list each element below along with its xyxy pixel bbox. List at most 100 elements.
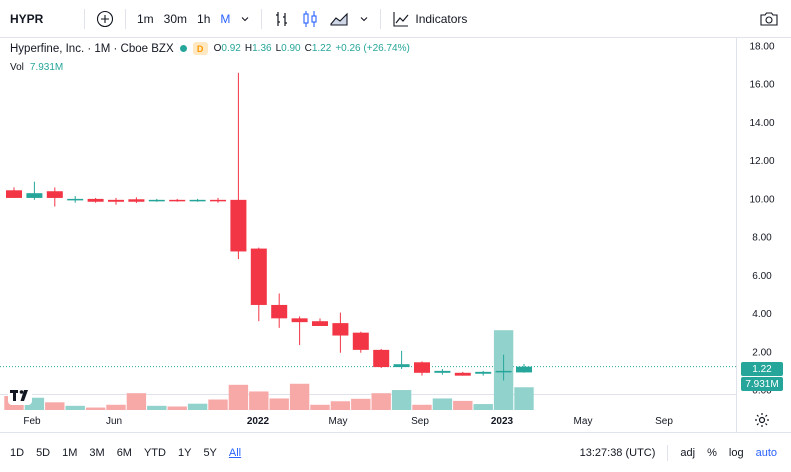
interval-1h[interactable]: 1h: [197, 11, 211, 26]
top-toolbar: HYPR 1m 30m 1h M Indicators: [0, 0, 791, 38]
symbol-title[interactable]: Hyperfine, Inc. · 1M · Cboe BZX: [10, 42, 174, 55]
candles-style-button[interactable]: [296, 6, 324, 32]
price-tick-label: 10.00: [749, 194, 774, 205]
delayed-data-badge[interactable]: D: [192, 42, 208, 55]
divider: [380, 8, 382, 29]
volume-bar: [106, 404, 126, 410]
candle-body: [250, 248, 267, 305]
volume-bar: [126, 393, 147, 410]
divider: [667, 444, 669, 461]
range-6m[interactable]: 6M: [116, 446, 132, 459]
volume-bar: [65, 405, 85, 410]
time-tick-label: Sep: [411, 416, 429, 427]
candlesticks: [6, 72, 532, 381]
bottom-right-controls: 13:27:38 (UTC) adj % log auto: [579, 444, 791, 461]
interval-1m[interactable]: 1m: [137, 11, 154, 26]
percent-scale-toggle[interactable]: %: [707, 446, 717, 459]
last-volume-label: 7.931M: [741, 377, 783, 391]
candle-body: [332, 323, 349, 336]
volume-bar: [85, 407, 106, 410]
snapshot-button[interactable]: [754, 6, 791, 32]
candle-body: [373, 349, 390, 368]
price-tick-label: 14.00: [749, 118, 774, 129]
last-price-label: 1.22: [741, 362, 783, 376]
candle-body: [210, 199, 226, 202]
range-1m[interactable]: 1M: [62, 446, 78, 459]
volume-bars: [4, 330, 534, 410]
bar-style-button[interactable]: [268, 6, 296, 32]
range-1d[interactable]: 1D: [10, 446, 25, 459]
price-tick-label: 6.00: [752, 271, 772, 282]
candle-body: [169, 199, 186, 202]
range-ytd[interactable]: YTD: [143, 446, 166, 459]
indicators-label: Indicators: [415, 11, 468, 26]
candle-body: [26, 193, 43, 198]
candle-body: [516, 366, 532, 373]
time-axis: Feb Jun 2022 May Sep 2023 May Sep: [23, 416, 673, 427]
candle-body: [352, 332, 369, 350]
close-label: C: [304, 43, 312, 54]
candle-body: [87, 198, 104, 202]
divider: [84, 8, 85, 29]
symbol-search[interactable]: HYPR: [10, 11, 44, 26]
candle-body: [189, 199, 206, 202]
candle-body: [230, 199, 247, 252]
interval-30m[interactable]: 30m: [163, 11, 188, 26]
volume-bar: [147, 405, 167, 410]
time-tick-label: Jun: [106, 416, 122, 427]
tradingview-logo[interactable]: [8, 385, 32, 405]
range-5d[interactable]: 5D: [36, 446, 51, 459]
bottom-toolbar: 1D 5D 1M 3M 6M YTD 1Y 5Y All 13:27:38 (U…: [0, 432, 791, 472]
volume-bar: [167, 406, 187, 410]
plus-circle-icon: [96, 10, 114, 27]
chevron-down-icon: [241, 16, 249, 21]
candle-body: [291, 318, 308, 323]
range-1y[interactable]: 1Y: [177, 446, 192, 459]
log-scale-toggle[interactable]: log: [728, 446, 744, 459]
time-tick-label: May: [574, 416, 593, 427]
volume-bar: [187, 403, 208, 410]
clock-time[interactable]: 13:27:38 (UTC): [579, 446, 656, 459]
candle-body: [312, 321, 328, 326]
volume-bar: [228, 384, 249, 410]
interval-dropdown[interactable]: [235, 6, 255, 32]
price-tick-label: 0.00: [752, 386, 772, 397]
compare-symbol-button[interactable]: [91, 6, 119, 32]
price-tick-label: 12.00: [749, 156, 774, 167]
volume-bar: [208, 399, 228, 410]
volume-legend: Vol 7.931M: [10, 62, 63, 73]
chart-settings-button[interactable]: [754, 412, 770, 431]
volume-bar: [514, 387, 534, 410]
range-all[interactable]: All: [228, 446, 242, 459]
candle-body: [434, 370, 451, 373]
candle-body: [271, 304, 288, 319]
range-5y[interactable]: 5Y: [203, 446, 217, 459]
chart-style-dropdown[interactable]: [354, 6, 374, 32]
candle-body: [46, 191, 63, 198]
price-axis: 18.00 16.00 14.00 12.00 10.00 8.00 6.00 4.00 2.0…: [749, 42, 774, 397]
volume-bar: [412, 404, 432, 410]
candle-body: [108, 199, 124, 202]
price-tick-label: 4.00: [752, 309, 772, 320]
indicators-button[interactable]: Indicators: [387, 6, 472, 32]
time-tick-label: Sep: [655, 416, 673, 427]
open-value: 0.92: [221, 43, 241, 54]
price-chart[interactable]: 18.00 16.00 14.00 12.00 10.00 8.00 6.00 4.00 2.0…: [0, 38, 791, 432]
auto-scale-toggle[interactable]: auto: [755, 446, 777, 459]
volume-bar: [249, 391, 269, 410]
divider: [261, 8, 263, 29]
market-status-dot: [179, 45, 187, 52]
interval-selected[interactable]: M: [220, 11, 231, 26]
volume-bar: [269, 398, 289, 410]
candle-body: [148, 199, 165, 202]
adjust-toggle[interactable]: adj: [680, 446, 696, 459]
candle-body: [6, 190, 22, 198]
range-3m[interactable]: 3M: [89, 446, 105, 459]
symbol-legend: Hyperfine, Inc. · 1M · Cboe BZX D O0.92 …: [10, 42, 410, 55]
area-style-button[interactable]: [324, 6, 354, 32]
volume-label[interactable]: Vol: [10, 62, 24, 73]
candle-body: [67, 198, 84, 201]
price-tick-label: 8.00: [752, 233, 772, 244]
candle-body: [128, 199, 145, 202]
time-tick-label: Feb: [23, 416, 41, 427]
